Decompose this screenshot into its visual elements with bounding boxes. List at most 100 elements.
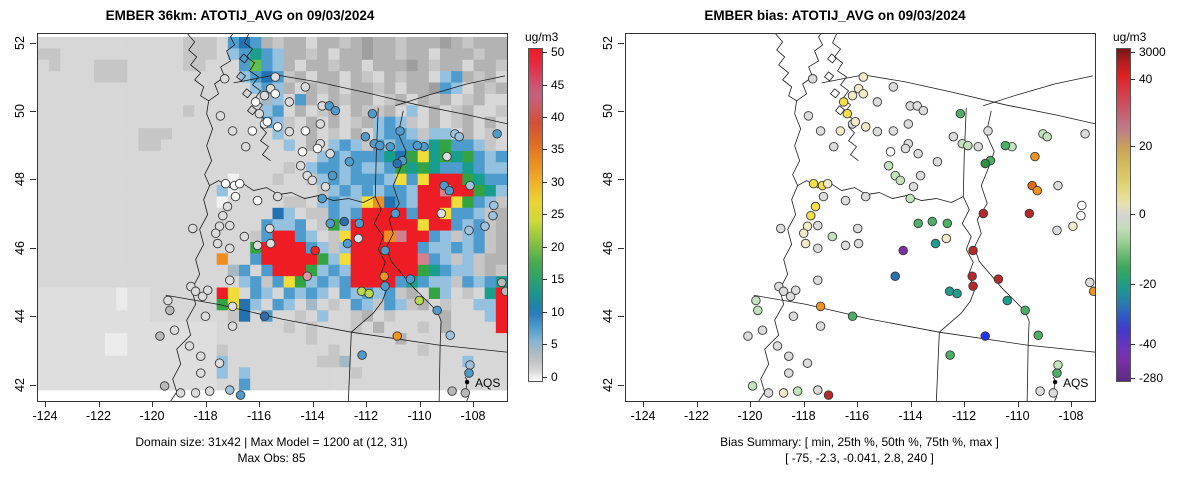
raster-cell (451, 287, 463, 300)
raster-cell (440, 287, 452, 300)
raster-cell (227, 378, 240, 391)
raster-cell (294, 173, 307, 186)
raster-cell (93, 321, 106, 334)
raster-cell (250, 185, 262, 197)
raster-cell (473, 71, 486, 83)
raster-cell (283, 253, 296, 266)
raster-cell (406, 48, 419, 61)
station-point (903, 119, 914, 129)
y-axis-label: 52 (13, 36, 27, 50)
station-point (339, 216, 349, 227)
raster-cell (417, 276, 430, 288)
raster-cell (328, 230, 340, 243)
raster-cell (160, 264, 173, 277)
raster-cell (305, 116, 318, 129)
raster-cell (116, 105, 128, 118)
x-axis-tick (803, 401, 805, 407)
x-axis-label: -118 (193, 409, 218, 423)
raster-cell (160, 367, 173, 379)
raster-cell (205, 310, 218, 323)
raster-cell (71, 196, 84, 209)
raster-cell (138, 93, 151, 106)
raster-cell (183, 105, 195, 118)
raster-cell (406, 173, 419, 186)
raster-cell (272, 59, 285, 72)
raster-cell (406, 253, 419, 266)
raster-cell (183, 333, 195, 345)
raster-cell (261, 207, 273, 220)
raster-cell (417, 150, 430, 163)
raster-cell (250, 230, 262, 243)
raster-cell (172, 82, 184, 95)
raster-cell (71, 105, 84, 118)
raster-cell (317, 219, 329, 231)
raster-cell (395, 230, 407, 243)
raster-cell (372, 59, 385, 72)
raster-cell (272, 196, 285, 209)
raster-cell (451, 344, 463, 357)
raster-cell (440, 333, 452, 345)
raster-cell (49, 116, 61, 129)
raster-cell (49, 355, 61, 368)
raster-cell (473, 230, 486, 243)
raster-cell (104, 185, 117, 197)
raster-cell (328, 333, 340, 345)
y-axis-tick (30, 179, 36, 180)
raster-cell (71, 321, 84, 334)
raster-cell (261, 162, 273, 174)
raster-cell (104, 219, 117, 231)
raster-cell (216, 264, 229, 277)
raster-cell (462, 344, 474, 357)
colorbar-tick (1130, 214, 1135, 215)
model-map-svg: AQS (38, 34, 507, 401)
raster-cell (317, 367, 329, 379)
raster-cell (250, 333, 262, 345)
station-point (312, 143, 323, 154)
station-point (810, 201, 821, 212)
station-point (225, 220, 235, 231)
raster-cell (283, 298, 296, 311)
raster-cell (172, 219, 184, 231)
raster-cell (194, 185, 206, 197)
x-axis-tick (259, 401, 260, 407)
raster-cell (250, 287, 262, 300)
raster-cell (49, 253, 61, 266)
raster-cell (283, 116, 296, 129)
raster-cell (451, 162, 463, 174)
raster-cell (127, 253, 139, 266)
raster-cell (484, 378, 497, 391)
raster-cell (328, 310, 340, 323)
station-point (838, 97, 849, 107)
raster-cell (428, 173, 441, 186)
raster-cell (116, 196, 128, 209)
raster-cell (116, 264, 128, 277)
colorbar-tick-label: 45 (551, 77, 565, 92)
raster-cell (350, 93, 363, 106)
raster-cell (127, 59, 139, 72)
raster-cell (183, 173, 195, 186)
raster-cell (272, 48, 285, 61)
raster-cell (160, 139, 173, 152)
raster-cell (160, 82, 173, 95)
raster-cell (272, 105, 285, 118)
raster-cell (339, 196, 352, 209)
raster-cell (93, 150, 106, 163)
raster-cell (138, 185, 151, 197)
raster-cell (38, 82, 50, 95)
raster-cell (417, 105, 430, 118)
raster-cell (38, 71, 50, 83)
raster-cell (372, 128, 385, 140)
raster-cell (462, 241, 474, 254)
raster-cell (451, 196, 463, 209)
y-axis-label: 46 (601, 241, 615, 255)
raster-cell (49, 298, 61, 311)
raster-cell (294, 207, 307, 220)
raster-cell (417, 196, 430, 209)
station-point (169, 325, 180, 335)
raster-cell (82, 173, 95, 186)
raster-cell (250, 82, 262, 95)
raster-cell (361, 139, 374, 152)
station-point (993, 274, 1004, 284)
raster-cell (495, 59, 507, 72)
raster-cell (149, 139, 162, 152)
